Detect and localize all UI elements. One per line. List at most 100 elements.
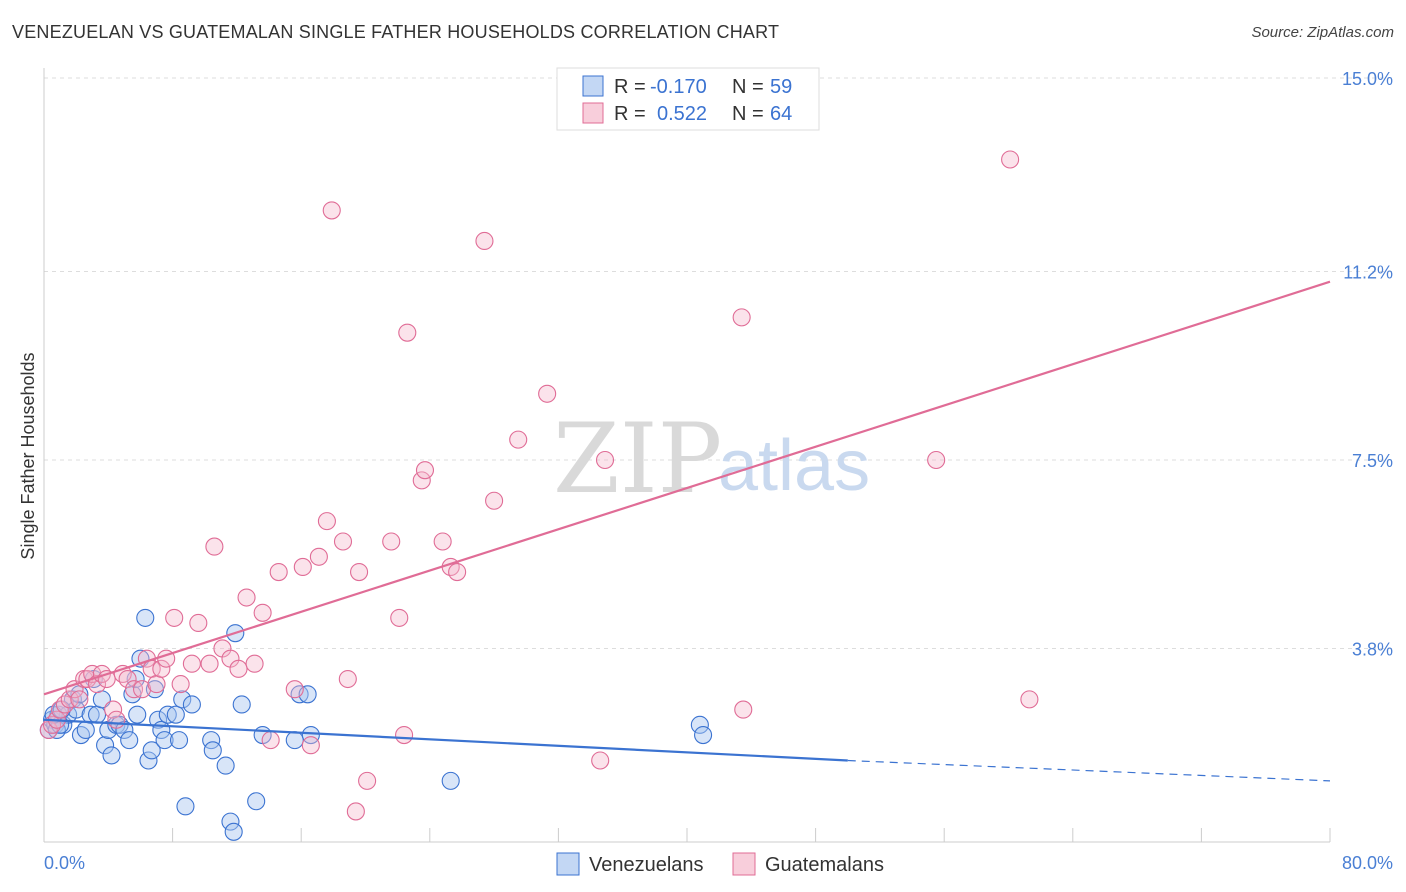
guatemalans-point-46 bbox=[338, 669, 357, 689]
guatemalans-point-50 bbox=[382, 532, 401, 551]
legend-n-label-1: N = bbox=[732, 76, 764, 98]
guatemalans-point-69 bbox=[1020, 690, 1039, 709]
venezuelans-point-7 bbox=[67, 700, 86, 719]
venezuelans-trend-line bbox=[43, 718, 848, 762]
guatemalans-point-48 bbox=[350, 563, 369, 582]
legend-swatch-blue bbox=[582, 75, 604, 97]
venezuelans-point-26 bbox=[136, 608, 155, 627]
guatemalans-point-65 bbox=[734, 700, 753, 719]
grid-lines bbox=[44, 77, 1392, 649]
legend-r-label-1: R = bbox=[614, 76, 646, 98]
venezuelans-point-28 bbox=[142, 741, 161, 760]
legend-n-value-2: 64 bbox=[770, 103, 792, 125]
guatemalans-point-4 bbox=[55, 695, 74, 714]
guatemalans-point-44 bbox=[322, 201, 341, 220]
y-tick-labels: 3.8% 7.5% 11.2% 15.0% bbox=[1342, 69, 1393, 659]
guatemalans-point-67 bbox=[927, 450, 946, 470]
venezuelans-point-32 bbox=[155, 731, 174, 750]
legend-n-label-2: N = bbox=[732, 103, 764, 125]
guatemalans-point-42 bbox=[309, 547, 328, 566]
guatemalans-point-14 bbox=[104, 700, 123, 719]
guatemalans-point-30 bbox=[205, 537, 224, 556]
guatemalans-point-49 bbox=[358, 771, 377, 790]
guatemalans-point-53 bbox=[398, 323, 417, 342]
x-tick-label-0: 0.0% bbox=[44, 853, 85, 873]
venezuelans-point-34 bbox=[166, 705, 185, 724]
venezuelans-point-42 bbox=[221, 812, 240, 831]
chart-title: VENEZUELAN VS GUATEMALAN SINGLE FATHER H… bbox=[12, 22, 780, 42]
guatemalans-point-38 bbox=[269, 563, 288, 582]
guatemalans-point-17 bbox=[118, 669, 137, 689]
guatemalans-point-55 bbox=[415, 461, 435, 480]
guatemalans-point-29 bbox=[200, 654, 219, 673]
guatemalans-point-34 bbox=[237, 588, 256, 607]
y-axis-label: Single Father Households bbox=[18, 352, 38, 559]
guatemalans-point-41 bbox=[301, 736, 320, 755]
venezuelans-point-41 bbox=[216, 756, 235, 775]
venezuelans-point-15 bbox=[96, 736, 115, 755]
series-legend-venezuelans: Venezuelans bbox=[589, 854, 704, 876]
venezuelans-point-51 bbox=[301, 725, 320, 745]
guatemalans-point-19 bbox=[133, 680, 152, 699]
legend-r-label-2: R = bbox=[614, 103, 646, 125]
guatemalans-point-61 bbox=[509, 430, 528, 449]
y-tick-label-1: 7.5% bbox=[1352, 451, 1393, 471]
x-tick-label-1: 80.0% bbox=[1342, 853, 1393, 873]
stats-legend: R = -0.170 N = 59 R = 0.522 N = 64 bbox=[556, 67, 820, 131]
guatemalans-point-52 bbox=[395, 725, 414, 745]
venezuelans-point-40 bbox=[203, 741, 222, 760]
guatemalans-point-59 bbox=[475, 231, 494, 251]
venezuelans-point-45 bbox=[232, 695, 251, 714]
series-legend: Venezuelans Guatemalans bbox=[556, 852, 884, 876]
guatemalans-point-45 bbox=[333, 532, 353, 551]
guatemalans-point-26 bbox=[171, 675, 190, 694]
guatemalans-point-28 bbox=[189, 613, 208, 633]
guatemalans-point-39 bbox=[285, 680, 304, 699]
venezuelans-trend-extension bbox=[847, 759, 1331, 782]
venezuelans-point-10 bbox=[76, 720, 95, 739]
guatemalans-point-37 bbox=[261, 731, 280, 750]
venezuelans-point-13 bbox=[87, 705, 107, 724]
guatemalans-point-23 bbox=[152, 659, 171, 678]
venezuelans-point-53 bbox=[690, 715, 709, 734]
guatemalans-point-56 bbox=[433, 532, 452, 551]
guatemalans-point-47 bbox=[346, 802, 365, 821]
legend-r-value-2: 0.522 bbox=[657, 103, 707, 125]
guatemalans-point-25 bbox=[165, 608, 184, 627]
x-tick-labels: 0.0% 80.0% bbox=[44, 853, 1393, 873]
y-tick-label-2: 11.2% bbox=[1343, 263, 1393, 283]
venezuelans-point-43 bbox=[224, 822, 243, 841]
guatemalans-trend-line bbox=[43, 280, 1331, 696]
venezuelans-point-27 bbox=[139, 751, 158, 770]
guatemalans-point-5 bbox=[60, 690, 79, 709]
guatemalans-point-7 bbox=[70, 690, 89, 709]
venezuelans-point-54 bbox=[694, 725, 713, 745]
guatemalans-point-36 bbox=[253, 603, 272, 622]
guatemalans-point-43 bbox=[317, 512, 336, 531]
watermark-zip: ZIP bbox=[553, 403, 722, 515]
guatemalans-points bbox=[39, 150, 1039, 821]
legend-n-value-1: 59 bbox=[770, 76, 792, 98]
guatemalans-point-64 bbox=[591, 751, 610, 770]
venezuelans-point-38 bbox=[182, 695, 201, 714]
watermark-atlas: atlas bbox=[718, 426, 870, 506]
y-tick-label-3: 15.0% bbox=[1342, 69, 1393, 89]
venezuelans-point-21 bbox=[120, 731, 139, 750]
series-legend-guatemalans: Guatemalans bbox=[765, 854, 884, 876]
guatemalans-point-11 bbox=[87, 675, 107, 694]
venezuelans-point-30 bbox=[149, 710, 168, 729]
venezuelans-point-9 bbox=[71, 725, 91, 745]
guatemalans-point-9 bbox=[78, 669, 97, 689]
guatemalans-point-33 bbox=[229, 659, 248, 678]
watermark: ZIP atlas bbox=[553, 403, 870, 515]
guatemalans-point-35 bbox=[245, 654, 264, 673]
legend-r-value-1: -0.170 bbox=[650, 76, 707, 98]
series-legend-swatch-guatemalans bbox=[732, 852, 756, 876]
guatemalans-point-27 bbox=[182, 654, 201, 673]
guatemalans-point-40 bbox=[293, 557, 312, 577]
guatemalans-point-22 bbox=[147, 675, 166, 694]
axes bbox=[43, 68, 1331, 843]
source-label: Source: ZipAtlas.com bbox=[1251, 24, 1394, 41]
venezuelans-point-24 bbox=[128, 705, 147, 724]
